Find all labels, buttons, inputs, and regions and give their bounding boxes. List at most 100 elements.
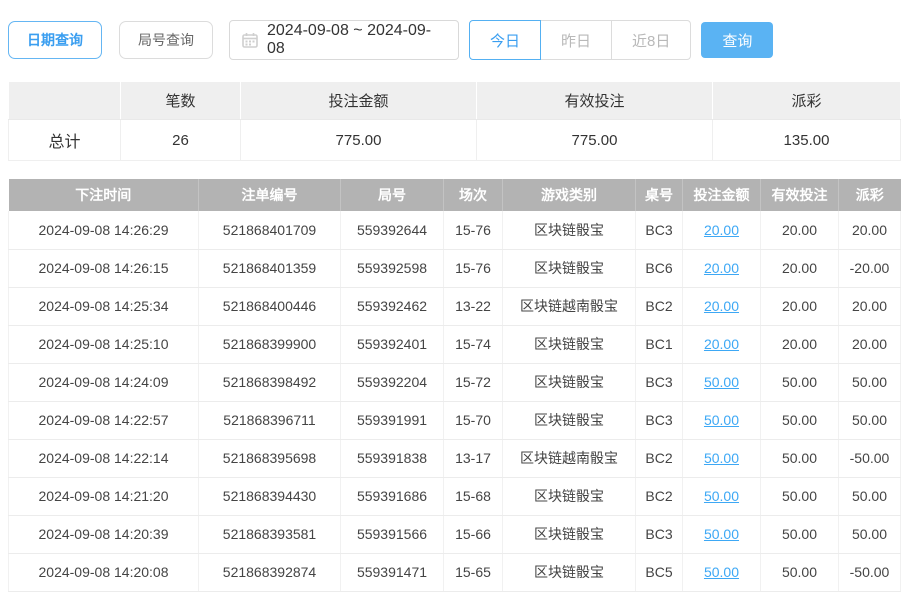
cell-table-no: BC2 xyxy=(635,477,683,516)
cell-session: 15-65 xyxy=(443,553,503,592)
cell-slip-no: 521868401359 xyxy=(198,249,341,288)
quick-filter-last8days[interactable]: 近8日 xyxy=(611,20,692,60)
cell-bet-amount-link[interactable]: 20.00 xyxy=(703,336,740,352)
cell-game-type: 区块链骰宝 xyxy=(502,325,636,364)
cell-table-no: BC3 xyxy=(635,363,683,402)
col-session: 场次 xyxy=(443,179,503,211)
cell-payout: 20.00 xyxy=(838,287,901,326)
cell-valid-bet: 20.00 xyxy=(760,211,839,250)
cell-valid-bet: 50.00 xyxy=(760,477,839,516)
cell-slip-no: 521868398492 xyxy=(198,363,341,402)
quick-filter-yesterday[interactable]: 昨日 xyxy=(540,20,613,60)
date-range-input[interactable]: 2024-09-08 ~ 2024-09-08 xyxy=(229,20,459,60)
cell-bet-amount-link[interactable]: 50.00 xyxy=(703,526,740,542)
summary-col-empty xyxy=(8,81,121,120)
cell-bet-amount-link[interactable]: 20.00 xyxy=(703,221,740,238)
col-game-type: 游戏类别 xyxy=(502,179,636,211)
cell-round-no: 559392401 xyxy=(340,325,444,364)
col-slip-no: 注单编号 xyxy=(198,179,341,211)
cell-session: 13-22 xyxy=(443,287,503,326)
cell-table-no: BC1 xyxy=(635,325,683,364)
summary-col-bet-amount: 投注金额 xyxy=(240,81,477,120)
cell-valid-bet: 20.00 xyxy=(760,287,839,326)
summary-total-payout: 135.00 xyxy=(712,119,901,161)
cell-slip-no: 521868400446 xyxy=(198,287,341,326)
cell-bet-amount-link[interactable]: 50.00 xyxy=(703,564,740,580)
cell-bet-amount-link[interactable]: 50.00 xyxy=(703,450,740,466)
cell-round-no: 559391838 xyxy=(340,439,444,478)
cell-round-no: 559392598 xyxy=(340,249,444,288)
cell-game-type: 区块链骰宝 xyxy=(502,211,636,250)
cell-valid-bet: 20.00 xyxy=(760,325,839,364)
cell-valid-bet: 50.00 xyxy=(760,401,839,440)
cell-payout: -20.00 xyxy=(838,249,901,288)
search-button[interactable]: 查询 xyxy=(701,22,774,58)
table-row: 2024-09-08 14:21:20 521868394430 5593916… xyxy=(8,477,901,516)
cell-session: 15-76 xyxy=(443,249,503,288)
round-query-tab[interactable]: 局号查询 xyxy=(119,21,213,59)
date-query-tab[interactable]: 日期查询 xyxy=(8,21,102,59)
cell-bet-amount-link[interactable]: 50.00 xyxy=(703,488,740,504)
cell-valid-bet: 20.00 xyxy=(760,249,839,288)
cell-round-no: 559392644 xyxy=(340,211,444,250)
cell-valid-bet: 50.00 xyxy=(760,363,839,402)
summary-total-label: 总计 xyxy=(8,119,121,161)
cell-game-type: 区块链骰宝 xyxy=(502,401,636,440)
cell-valid-bet: 50.00 xyxy=(760,439,839,478)
cell-round-no: 559391471 xyxy=(340,553,444,592)
cell-bet-time: 2024-09-08 14:25:34 xyxy=(8,287,199,326)
summary-total-row: 总计 26 775.00 775.00 135.00 xyxy=(8,119,901,161)
cell-payout: 20.00 xyxy=(838,211,901,250)
cell-slip-no: 521868396711 xyxy=(198,401,341,440)
cell-game-type: 区块链越南骰宝 xyxy=(502,287,636,326)
cell-slip-no: 521868392874 xyxy=(198,553,341,592)
cell-bet-amount-link[interactable]: 50.00 xyxy=(703,374,740,390)
cell-bet-time: 2024-09-08 14:21:20 xyxy=(8,477,199,516)
bets-table-body: 2024-09-08 14:26:29 521868401709 5593926… xyxy=(8,211,901,592)
cell-payout: 50.00 xyxy=(838,363,901,402)
cell-bet-time: 2024-09-08 14:20:39 xyxy=(8,515,199,554)
cell-bet-amount-link[interactable]: 20.00 xyxy=(703,298,740,314)
cell-session: 15-76 xyxy=(443,211,503,250)
cell-game-type: 区块链骰宝 xyxy=(502,363,636,402)
cell-session: 15-70 xyxy=(443,401,503,440)
cell-payout: 50.00 xyxy=(838,477,901,516)
cell-game-type: 区块链越南骰宝 xyxy=(502,439,636,478)
cell-bet-amount-link[interactable]: 20.00 xyxy=(703,260,740,276)
col-bet-amount: 投注金额 xyxy=(682,179,761,211)
table-row: 2024-09-08 14:20:08 521868392874 5593914… xyxy=(8,553,901,592)
cell-round-no: 559391991 xyxy=(340,401,444,440)
cell-session: 15-66 xyxy=(443,515,503,554)
summary-col-count: 笔数 xyxy=(120,81,241,120)
col-table-no: 桌号 xyxy=(635,179,683,211)
quick-filter-today[interactable]: 今日 xyxy=(469,20,542,60)
summary-header-row: 笔数 投注金额 有效投注 派彩 xyxy=(8,81,901,120)
cell-round-no: 559391566 xyxy=(340,515,444,554)
cell-bet-time: 2024-09-08 14:24:09 xyxy=(8,363,199,402)
table-row: 2024-09-08 14:25:34 521868400446 5593924… xyxy=(8,287,901,326)
col-round-no: 局号 xyxy=(340,179,444,211)
cell-game-type: 区块链骰宝 xyxy=(502,553,636,592)
cell-table-no: BC3 xyxy=(635,401,683,440)
cell-payout: -50.00 xyxy=(838,553,901,592)
cell-table-no: BC3 xyxy=(635,211,683,250)
cell-table-no: BC2 xyxy=(635,287,683,326)
table-row: 2024-09-08 14:24:09 521868398492 5593922… xyxy=(8,363,901,402)
summary-total-valid-bet: 775.00 xyxy=(476,119,713,161)
cell-slip-no: 521868399900 xyxy=(198,325,341,364)
cell-table-no: BC3 xyxy=(635,515,683,554)
bets-table: 下注时间 注单编号 局号 场次 游戏类别 桌号 投注金额 有效投注 派彩 202… xyxy=(8,179,901,592)
cell-payout: -50.00 xyxy=(838,439,901,478)
quick-filter-group: 今日 昨日 近8日 xyxy=(469,20,692,60)
cell-slip-no: 521868401709 xyxy=(198,211,341,250)
cell-payout: 20.00 xyxy=(838,325,901,364)
col-valid-bet: 有效投注 xyxy=(760,179,839,211)
cell-table-no: BC2 xyxy=(635,439,683,478)
cell-game-type: 区块链骰宝 xyxy=(502,249,636,288)
cell-bet-amount-link[interactable]: 50.00 xyxy=(703,412,740,428)
table-row: 2024-09-08 14:22:14 521868395698 5593918… xyxy=(8,439,901,478)
cell-bet-time: 2024-09-08 14:26:29 xyxy=(8,211,199,250)
cell-bet-time: 2024-09-08 14:26:15 xyxy=(8,249,199,288)
date-range-value: 2024-09-08 ~ 2024-09-08 xyxy=(267,22,432,57)
